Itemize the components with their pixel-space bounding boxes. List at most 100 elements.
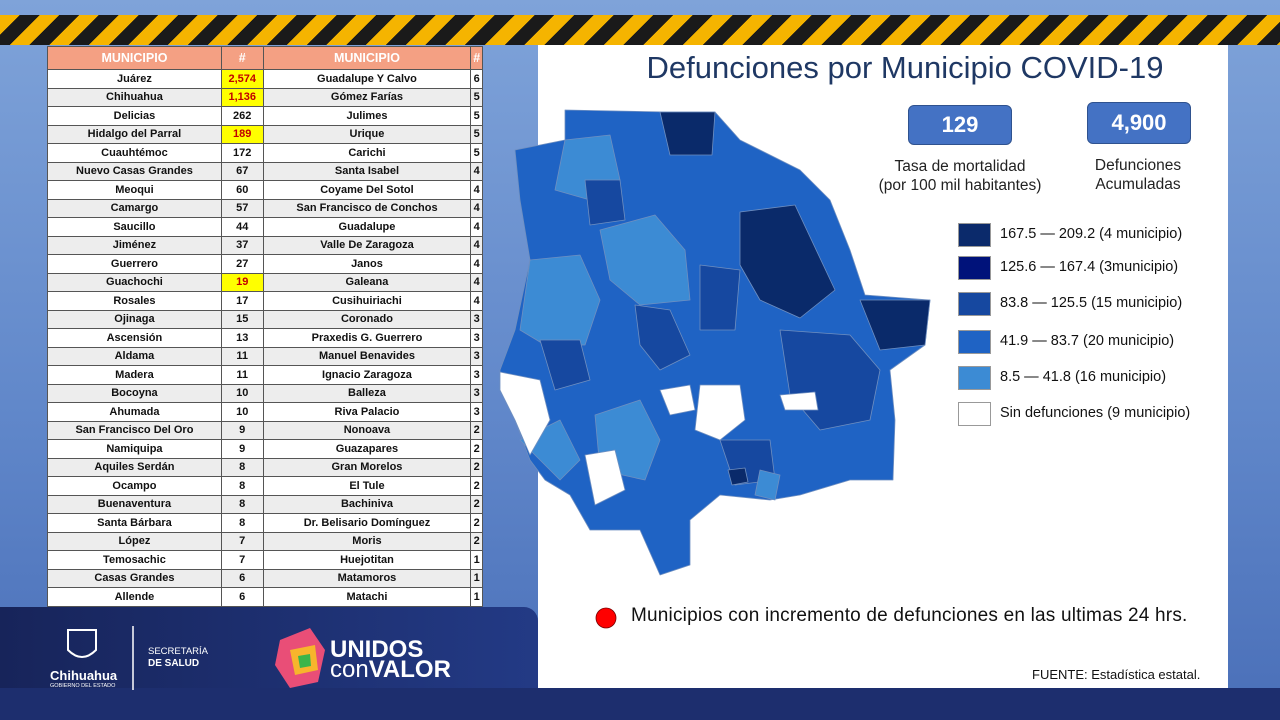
table-cell: 10: [220, 383, 264, 403]
legend-label: 167.5 — 209.2 (4 municipio): [1000, 226, 1183, 242]
region: [634, 304, 691, 371]
header-cell: MUNICIPIO: [47, 46, 222, 70]
table-cell: Coyame Del Sotol: [262, 180, 472, 200]
table-cell: Allende: [47, 587, 222, 607]
table-row: Casas Grandes 6 Matamoros 1: [47, 568, 483, 588]
stat-value: 4,900: [1087, 102, 1191, 144]
region: [739, 204, 836, 319]
table-cell: Dr. Belisario Domínguez: [262, 513, 472, 533]
table-cell: 15: [220, 309, 264, 329]
table-row: Ojinaga 15 Coronado 3: [47, 309, 483, 329]
source: FUENTE: Estadística estatal.: [1032, 667, 1201, 682]
table-cell: 19: [220, 272, 264, 292]
table-row: Hidalgo del Parral 189 Urique 5: [47, 124, 483, 144]
stat-label-line: Tasa de mortalidad: [894, 158, 1026, 175]
table-row: Juárez 2,574 Guadalupe Y Calvo 6: [47, 69, 483, 89]
table-cell: 172: [220, 143, 264, 163]
table-cell: Galeana: [262, 272, 472, 292]
table-row: Aquiles Serdán 8 Gran Morelos 2: [47, 457, 483, 477]
table-cell: Aquiles Serdán: [47, 457, 222, 477]
legend-swatch: [958, 223, 991, 247]
table-cell: 60: [220, 180, 264, 200]
title: Defunciones por Municipio COVID-19: [646, 50, 1164, 85]
region: [599, 214, 691, 306]
logo-text: conVALOR: [330, 656, 451, 684]
table-cell: Casas Grandes: [47, 568, 222, 588]
table-cell: 5: [470, 87, 483, 107]
legend-swatch: [958, 366, 991, 390]
region: [519, 254, 601, 346]
table-cell: 4: [470, 161, 483, 181]
table-cell: San Francisco de Conchos: [262, 198, 472, 218]
table-cell: 57: [220, 198, 264, 218]
header-cell: MUNICIPIO: [262, 46, 472, 70]
table-cell: Carichi: [262, 143, 472, 163]
table-cell: 37: [220, 235, 264, 255]
table-cell: Manuel Benavides: [262, 346, 472, 366]
stat-label-line: Acumuladas: [1095, 176, 1181, 193]
table-cell: Hidalgo del Parral: [47, 124, 222, 144]
table-row: Jiménez 37 Valle De Zaragoza 4: [47, 235, 483, 255]
chihuahua-logo: [67, 626, 134, 690]
table-cell: San Francisco Del Oro: [47, 420, 222, 440]
table-cell: Coronado: [262, 309, 472, 329]
table-row: Guerrero 27 Janos 4: [47, 254, 483, 274]
table-cell: Cuauhtémoc: [47, 143, 222, 163]
bottom-band: [0, 688, 1280, 720]
table-row: Delicias 262 Julimes 5: [47, 106, 483, 126]
table-cell: Guadalupe: [262, 217, 472, 237]
table-row: Aldama 11 Manuel Benavides 3: [47, 346, 483, 366]
table-cell: 4: [470, 217, 483, 237]
stat-label-line: Defunciones: [1094, 157, 1182, 174]
region: [659, 384, 696, 416]
table-cell: 3: [470, 383, 483, 403]
table-cell: Camargo: [47, 198, 222, 218]
stat-label-line: (por 100 mil habitantes): [878, 177, 1042, 194]
table-cell: 5: [470, 143, 483, 163]
table-cell: 11: [220, 346, 264, 366]
logo-text: Chihuahua: [50, 668, 118, 683]
legend-swatch: [958, 256, 991, 280]
legend-swatch: [958, 330, 991, 354]
table-cell: Saucillo: [47, 217, 222, 237]
table-cell: 1: [470, 550, 483, 570]
region: [779, 391, 819, 411]
table-row: Temosachic 7 Huejotitan 1: [47, 550, 483, 570]
table-cell: 8: [220, 457, 264, 477]
logo-text: SECRETARÍA: [148, 646, 209, 657]
table-cell: Matachi: [262, 587, 472, 607]
table-cell: 5: [470, 124, 483, 144]
table-cell: Jiménez: [47, 235, 222, 255]
logo-text: GOBIERNO DEL ESTADO: [50, 683, 116, 689]
table-row: Nuevo Casas Grandes 67 Santa Isabel 4: [47, 161, 483, 181]
note-marker: [595, 607, 617, 629]
region: [699, 264, 741, 331]
table-cell: 1: [470, 587, 483, 607]
stat-label: Tasa de mortalidad (por 100 mil habitant…: [860, 157, 1060, 195]
table-cell: López: [47, 531, 222, 551]
table-cell: 2,574: [220, 69, 264, 89]
table-cell: 2: [470, 457, 483, 477]
table-cell: Temosachic: [47, 550, 222, 570]
table-row: Camargo 57 San Francisco de Conchos 4: [47, 198, 483, 218]
table-cell: Santa Isabel: [262, 161, 472, 181]
table-cell: 27: [220, 254, 264, 274]
legend-label: Sin defunciones (9 municipio): [1000, 405, 1191, 421]
legend-swatch: [958, 292, 991, 316]
table-cell: 6: [220, 568, 264, 588]
table-cell: 4: [470, 235, 483, 255]
hazard-stripes: [0, 15, 1280, 45]
table-cell: Valle De Zaragoza: [262, 235, 472, 255]
region: [727, 467, 749, 486]
table-row: Ocampo 8 El Tule 2: [47, 476, 483, 496]
table-row: Meoqui 60 Coyame Del Sotol 4: [47, 180, 483, 200]
region: [659, 111, 716, 156]
logo-text: con: [330, 656, 369, 683]
municipality-table: MUNICIPIO # MUNICIPIO # Juárez 2,574 Guadalupe…: [47, 46, 483, 607]
table-cell: 189: [220, 124, 264, 144]
table-cell: 4: [470, 180, 483, 200]
table-cell: Meoqui: [47, 180, 222, 200]
header-cell: #: [220, 46, 264, 70]
